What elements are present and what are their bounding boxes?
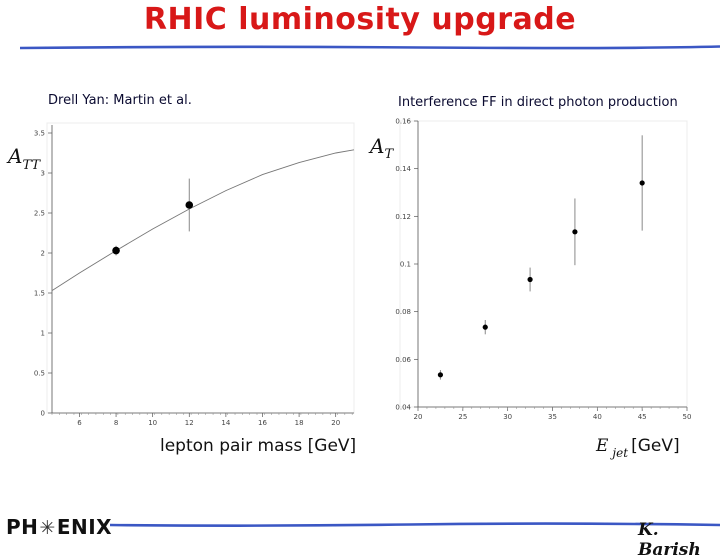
left-y-tick-label: 3.5 xyxy=(34,130,45,138)
right-x-tick-label: 40 xyxy=(593,413,602,421)
star-burst-icon: ✳ xyxy=(39,517,56,539)
right-data-point xyxy=(527,276,533,283)
left-xlabel: lepton pair mass [GeV] xyxy=(160,436,356,456)
left-x-tick-label: 12 xyxy=(185,419,194,427)
right-x-tick-label: 25 xyxy=(458,413,467,421)
right-plot-frame xyxy=(399,120,688,408)
left-x-tick-label: 20 xyxy=(331,419,340,427)
right-y-tick-label: 0.14 xyxy=(395,165,411,173)
right-data-point xyxy=(572,229,578,235)
left-x-tick-label: 16 xyxy=(258,419,267,427)
left-y-tick-label: 2 xyxy=(41,250,45,258)
right-x-tick-label: 20 xyxy=(414,413,423,421)
left-x-tick-label: 10 xyxy=(148,419,157,427)
left-y-tick-label: 0 xyxy=(41,410,45,418)
left-x-tick-label: 8 xyxy=(114,419,118,427)
footer-underline xyxy=(110,522,720,527)
left-data-point xyxy=(185,201,194,209)
left-theory-curve xyxy=(51,149,355,291)
left-y-tick-label: 3 xyxy=(41,170,45,178)
right-y-tick-label: 0.04 xyxy=(395,404,411,412)
right-y-tick-label: 0.16 xyxy=(395,118,411,126)
left-y-tick-label: 1.5 xyxy=(34,290,45,298)
left-x-tick-label: 6 xyxy=(77,419,82,427)
interference-ff-chart: 20 25 30 35 40 45 50 0.04 0.06 0.08 0.1 0.12 0.14 0.1… xyxy=(368,118,692,461)
right-data-point xyxy=(437,372,444,378)
right-data-point xyxy=(482,324,488,330)
author-name: K. Barish xyxy=(638,520,701,560)
left-chart-title: Drell Yan: Martin et al. xyxy=(48,93,192,108)
left-x-tick-label: 14 xyxy=(221,419,230,427)
left-y-tick-label: 0.5 xyxy=(34,370,45,378)
slide-title: RHIC luminosity upgrade xyxy=(143,2,577,37)
right-x-tick-label: 30 xyxy=(503,413,512,421)
right-y-tick-label: 0.08 xyxy=(395,308,411,316)
right-y-tick-label: 0.06 xyxy=(395,356,411,364)
right-y-tick-label: 0.1 xyxy=(400,261,411,269)
right-x-tick-label: 35 xyxy=(548,413,557,421)
phenix-logo: PH✳ENIX xyxy=(6,515,113,539)
left-y-tick-label: 2.5 xyxy=(34,210,45,218)
right-y-tick-label: 0.12 xyxy=(395,213,411,221)
title-underline xyxy=(20,45,720,50)
right-ylabel: AT xyxy=(368,134,394,162)
right-data-point xyxy=(639,180,645,186)
right-x-tick-label: 45 xyxy=(638,413,647,421)
right-chart-title: Interference FF in direct photon product… xyxy=(398,95,678,110)
right-x-tick-label: 50 xyxy=(683,413,692,421)
left-x-tick-label: 18 xyxy=(295,419,304,427)
left-data-point xyxy=(112,246,120,255)
left-y-tick-label: 1 xyxy=(41,330,45,338)
